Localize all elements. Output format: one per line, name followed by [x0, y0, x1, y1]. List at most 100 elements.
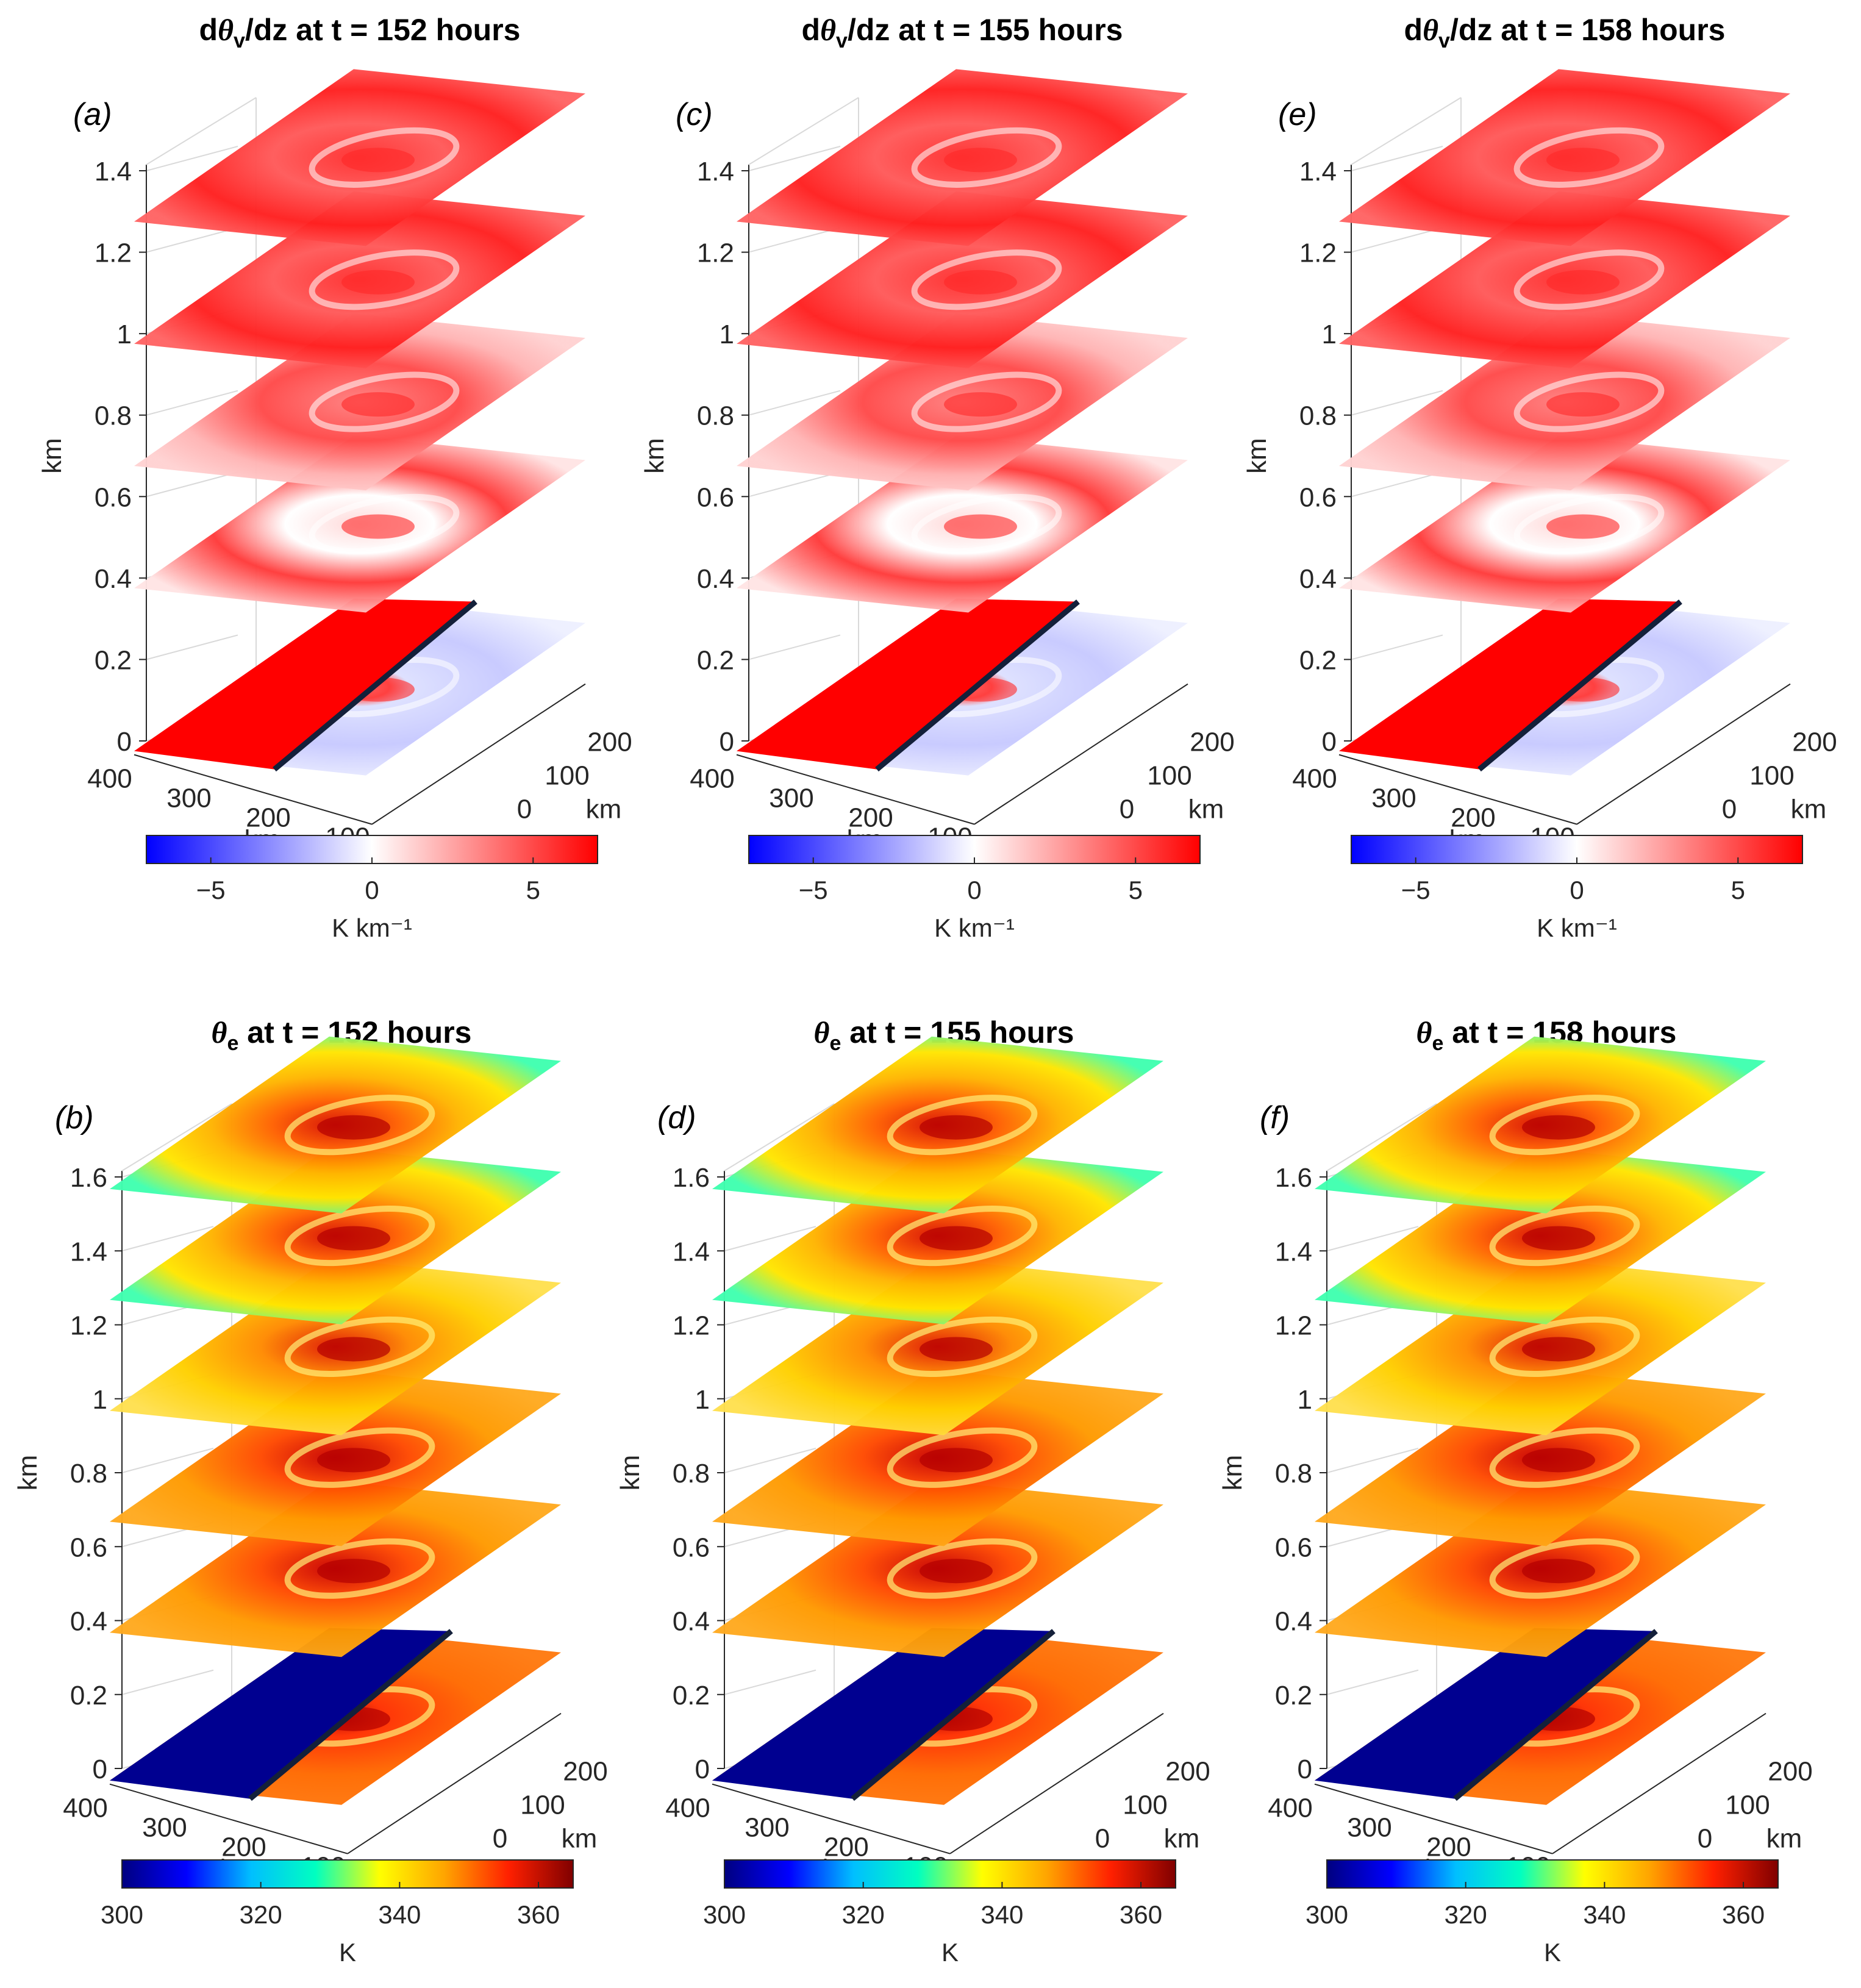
y-tick-label: 100 — [545, 761, 589, 791]
vortex-core — [317, 1559, 390, 1584]
grid-line — [1351, 634, 1443, 660]
z-tick-label: 0.2 — [1275, 1681, 1312, 1711]
vortex-core — [944, 270, 1017, 295]
grid-line — [748, 390, 841, 416]
colorbar-tick-label: 0 — [365, 876, 379, 904]
colorbar-label: K km⁻¹ — [1537, 914, 1617, 942]
z-tick-label: 0.8 — [1299, 401, 1337, 431]
z-tick-label: 1.4 — [1275, 1237, 1312, 1267]
vortex-core — [1546, 514, 1620, 539]
grid-line — [748, 97, 859, 165]
grid-line — [1326, 1448, 1419, 1473]
panel-label: (c) — [676, 97, 713, 132]
vortex-eyewall — [284, 1095, 435, 1156]
grid-line — [146, 471, 238, 498]
vortex-core — [317, 1448, 390, 1473]
panel-label: (f) — [1260, 1100, 1290, 1135]
y-tick-label: 100 — [1725, 1790, 1770, 1820]
colorbar-tick-label: 5 — [526, 876, 540, 904]
z-tick-label: 1.2 — [95, 238, 132, 268]
x-tick-label: 300 — [142, 1813, 187, 1843]
colorbar-tick-label: 320 — [240, 1900, 282, 1929]
x-axis — [712, 1783, 951, 1854]
colorbar-tick-label: 300 — [703, 1900, 746, 1929]
vortex-core — [317, 1115, 390, 1140]
cross-section-line — [273, 599, 477, 772]
vortex-core — [341, 270, 415, 295]
z-axis-label: km — [640, 438, 670, 474]
x-tick-label: 300 — [1371, 784, 1416, 813]
vortex-eyewall — [911, 371, 1062, 432]
vortex-eyewall — [887, 1205, 1038, 1267]
vortex-core — [1522, 1448, 1595, 1473]
colorbar-tick-label: 320 — [1445, 1900, 1487, 1929]
vortex-eyewall — [887, 1316, 1038, 1378]
z-tick-label: 0.2 — [673, 1681, 710, 1711]
z-tick-label: 0.4 — [70, 1607, 107, 1637]
colorbar-label: K km⁻¹ — [934, 914, 1015, 942]
cross-section-line — [248, 1629, 453, 1801]
x-tick-label: 300 — [1347, 1813, 1391, 1843]
grid-line — [1326, 1669, 1419, 1695]
vortex-eyewall — [1513, 371, 1665, 432]
z-tick-label: 1.6 — [70, 1163, 107, 1193]
colorbar-tick-label: 300 — [101, 1900, 143, 1929]
cold-pool-region — [110, 1628, 451, 1799]
grid-line — [748, 146, 841, 171]
y-tick-label: 100 — [1123, 1790, 1167, 1820]
z-tick-label: 1 — [720, 320, 734, 349]
x-tick-label: 200 — [246, 803, 290, 833]
vortex-core — [1546, 270, 1620, 295]
cold-pool-region — [712, 1628, 1054, 1799]
vortex-eyewall — [1513, 249, 1665, 310]
z-tick-label: 0.6 — [673, 1532, 710, 1562]
grid-line — [146, 227, 238, 253]
x-tick-label: 200 — [1451, 803, 1495, 833]
z-tick-label: 0.4 — [697, 564, 734, 594]
colorbar — [724, 1859, 1176, 1889]
y-tick-label: 200 — [1768, 1757, 1812, 1787]
chart-title: dθv/dz at t = 155 hours — [802, 13, 1123, 52]
z-tick-label: 0.6 — [1275, 1532, 1312, 1562]
grid-line — [1351, 146, 1443, 171]
grid-line — [724, 1669, 816, 1695]
vortex-eyewall — [887, 1095, 1038, 1156]
panel-label: (d) — [657, 1100, 696, 1135]
z-tick-label: 0.2 — [95, 645, 132, 675]
z-tick-label: 1.2 — [1299, 238, 1337, 268]
vortex-eyewall — [284, 1538, 435, 1599]
z-tick-label: 0.8 — [697, 401, 734, 431]
vortex-core — [341, 392, 415, 417]
y-axis — [1552, 1712, 1766, 1854]
y-tick-label: 0 — [1698, 1824, 1712, 1854]
z-tick-label: 1.2 — [673, 1311, 710, 1341]
cross-section-line — [1453, 1629, 1658, 1801]
z-tick-label: 1 — [117, 320, 132, 349]
vortex-core — [1546, 148, 1620, 173]
vortex-eyewall — [911, 249, 1062, 310]
vortex-eyewall — [284, 1427, 435, 1488]
cross-section-line — [875, 599, 1080, 772]
chart-panel-c: dθv/dz at t = 155 hours (c) 0 0.2 0.4 0.6 0.8 1… — [640, 13, 1235, 942]
grid-line — [146, 146, 238, 171]
grid-line — [724, 1103, 835, 1171]
y-tick-label: 0 — [1722, 795, 1737, 824]
chart-panel-a: dθv/dz at t = 152 hours (a) 0 0.2 0.4 0.6 0.8 1… — [37, 13, 632, 942]
panel-label: (b) — [55, 1100, 94, 1135]
z-tick-label: 0 — [720, 727, 734, 757]
y-axis-label: km — [1766, 1824, 1802, 1854]
z-tick-label: 1 — [1298, 1385, 1312, 1415]
z-tick-label: 1.6 — [1275, 1163, 1312, 1193]
colorbar-tick-label: −5 — [196, 876, 226, 904]
x-tick-label: 200 — [1426, 1832, 1471, 1862]
x-axis — [736, 754, 975, 825]
grid-line — [748, 227, 841, 253]
z-tick-label: 0.6 — [95, 482, 132, 512]
vortex-core — [920, 1448, 993, 1473]
vortex-core — [341, 514, 415, 539]
vortex-eyewall — [284, 1205, 435, 1267]
colorbar-label: K — [1544, 1938, 1561, 1967]
vortex-core — [944, 392, 1017, 417]
vortex-eyewall — [309, 493, 460, 555]
z-axis-label: km — [13, 1455, 43, 1491]
